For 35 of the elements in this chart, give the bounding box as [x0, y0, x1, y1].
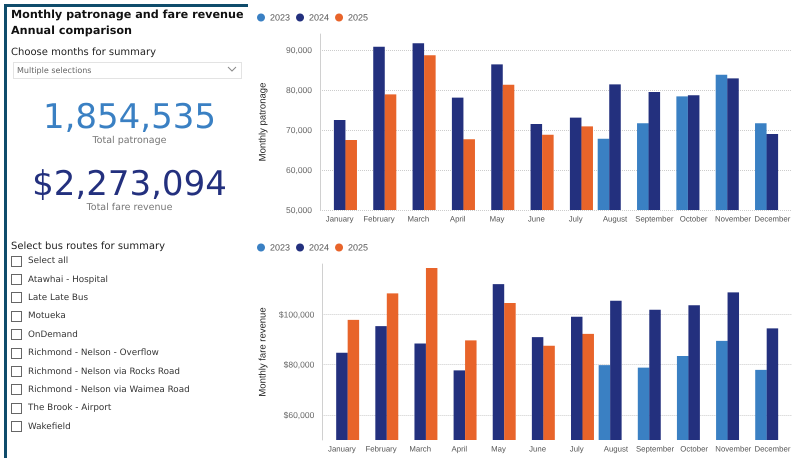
text: Richmond - Nelson - Overflow — [28, 348, 159, 358]
y-axis-title: Monthly patronage — [258, 82, 268, 162]
text: Select all — [28, 256, 68, 266]
legend-label: 2025 — [348, 12, 368, 22]
text: The Brook - Airport — [28, 403, 112, 414]
text: Total fare revenue — [86, 202, 174, 213]
legend-label: 2023 — [270, 12, 290, 22]
legend-label: 2025 — [348, 242, 368, 252]
y-tick-label: 70,000 — [286, 125, 312, 135]
text: Motueka — [28, 311, 66, 322]
y-tick-label: $80,000 — [284, 360, 315, 370]
legend-label: 2023 — [270, 242, 290, 252]
y-tick-label: 80,000 — [286, 85, 312, 95]
text: Multiple selections — [13, 62, 242, 79]
y-tick-label: $100,000 — [278, 309, 315, 320]
y-tick-label: 90,000 — [286, 45, 312, 55]
text: Select bus routes for summary — [11, 241, 166, 252]
text: 1,854,535 — [42, 97, 218, 137]
text: Monthly patronage and fare revenue — [11, 7, 245, 23]
text: Total patronage — [91, 135, 168, 146]
legend-label: 2024 — [309, 12, 330, 22]
legend-label: 2024 — [309, 242, 330, 252]
text: Choose months for summary — [11, 47, 158, 58]
text: $2,273,094 — [31, 164, 228, 204]
y-axis-title: Monthly fare revenue — [258, 307, 268, 397]
text: Atawhai - Hospital — [28, 274, 108, 285]
text: Annual comparison — [11, 23, 134, 39]
y-tick-label: $60,000 — [284, 410, 315, 420]
y-tick-label: 50,000 — [286, 205, 312, 215]
text: Late Late Bus — [28, 292, 88, 303]
text: Wakefield — [28, 422, 71, 432]
text: Richmond - Nelson via Waimea Road — [28, 384, 190, 395]
text: Richmond - Nelson via Rocks Road — [28, 366, 180, 377]
y-tick-label: 60,000 — [286, 165, 312, 175]
text: OnDemand — [28, 330, 78, 340]
